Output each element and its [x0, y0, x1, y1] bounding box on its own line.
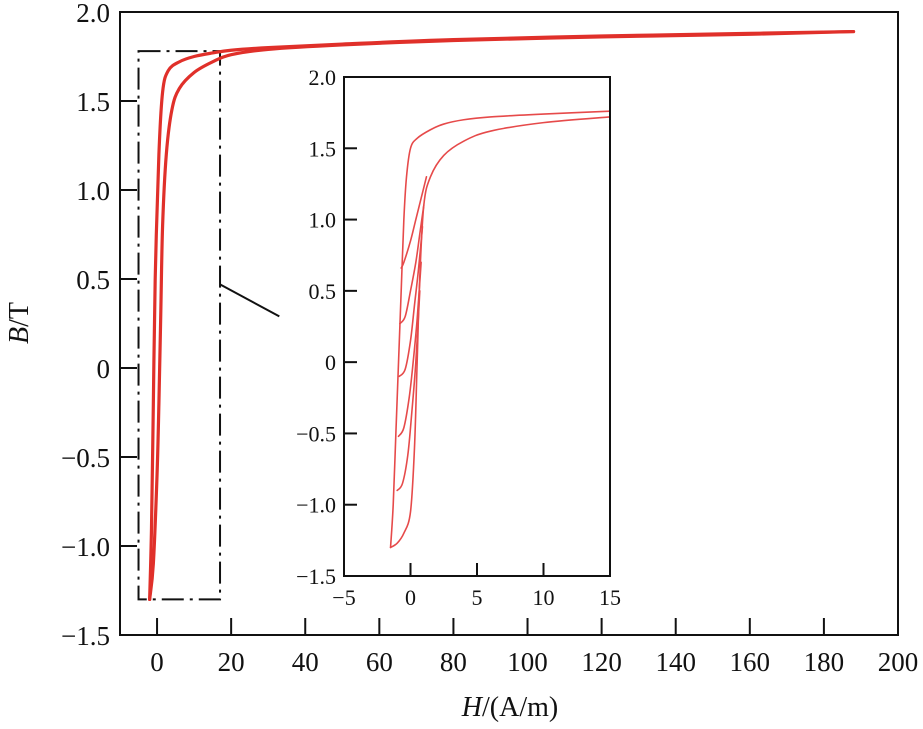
hysteresis-curve: [399, 204, 425, 325]
y-tick-label: 0: [97, 354, 111, 384]
main-series: [148, 29, 856, 601]
x-tick-label: 5: [472, 585, 483, 610]
y-tick-label: 0.5: [309, 279, 337, 304]
hysteresis-curve: [400, 176, 428, 269]
y-tick-label: 1.0: [309, 208, 337, 233]
hysteresis-curve: [148, 29, 856, 601]
y-axis-title: B/T: [4, 302, 35, 344]
x-tick-label: −5: [332, 585, 355, 610]
y-tick-label: −1.0: [296, 493, 336, 518]
x-tick-label: 80: [440, 647, 467, 677]
y-axis-title-unit: /T: [4, 302, 35, 327]
x-tick-label: 0: [150, 647, 164, 677]
y-axis-title-var: B: [4, 327, 35, 344]
x-tick-label: 60: [366, 647, 393, 677]
x-tick-label: 140: [655, 647, 696, 677]
x-tick-label: 120: [581, 647, 622, 677]
x-axis-title-var: H: [461, 692, 484, 723]
x-tick-label: 20: [218, 647, 245, 677]
main-y-axis: 2.0 1.5 1.0 0.5 0 −0.5 −1.0 −1.5: [61, 0, 137, 651]
x-tick-label: 10: [533, 585, 555, 610]
y-tick-label: −1.0: [61, 532, 110, 562]
x-tick-label: 200: [878, 647, 919, 677]
x-tick-label: 0: [405, 585, 416, 610]
y-tick-label: 1.5: [309, 136, 337, 161]
y-tick-label: 1.0: [76, 176, 110, 206]
zoom-region-rectangle: [137, 50, 222, 601]
hysteresis-curve: [396, 290, 421, 492]
y-tick-label: 1.5: [76, 87, 110, 117]
x-tick-label: 40: [292, 647, 319, 677]
connector-line: [219, 283, 280, 318]
hysteresis-curve: [389, 116, 610, 549]
hysteresis-curve: [397, 261, 422, 438]
y-tick-label: −0.5: [61, 443, 110, 473]
inset-plot-background: [344, 77, 610, 576]
inset-plot: 2.0 1.5 1.0 0.5 0 −0.5 −1.0 −1.5 −5 0 5 10 15: [296, 65, 621, 610]
y-tick-label: 2.0: [309, 65, 337, 90]
y-tick-label: 0.5: [76, 265, 110, 295]
hysteresis-curve: [389, 110, 610, 549]
y-tick-label: −0.5: [296, 421, 336, 446]
x-tick-label: 160: [730, 647, 771, 677]
x-axis-title-unit: /(A/m): [482, 692, 558, 723]
main-plot-frame: [119, 11, 899, 636]
y-tick-label: 2.0: [76, 0, 110, 28]
y-tick-label: −1.5: [61, 621, 110, 651]
main-x-axis: 0 20 40 60 80 100 120 140 160 180 200: [150, 618, 918, 677]
x-axis-title: H/(A/m): [461, 692, 558, 723]
y-tick-label: −1.5: [296, 564, 336, 589]
x-tick-label: 15: [599, 585, 621, 610]
inset-x-axis: −5 0 5 10 15: [332, 563, 621, 610]
hysteresis-curve: [398, 225, 424, 378]
inset-series: [389, 110, 610, 549]
inset-y-axis: 2.0 1.5 1.0 0.5 0 −0.5 −1.0 −1.5: [296, 65, 357, 589]
main-annotations: [137, 50, 280, 601]
x-tick-label: 100: [507, 647, 548, 677]
x-tick-label: 180: [804, 647, 845, 677]
main-plot: 2.01.51.00.50−0.5−1.0−1.5 0 20 40 60 80 100 12…: [4, 0, 918, 723]
y-tick-label: 0: [325, 350, 336, 375]
